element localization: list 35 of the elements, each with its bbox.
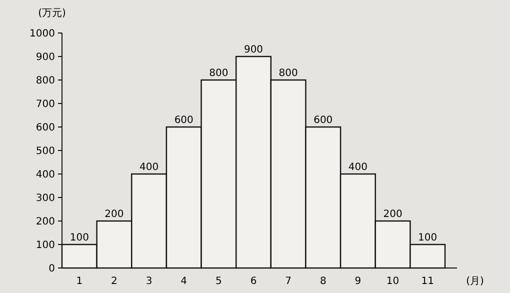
x-tick-label: 5 [215,276,222,287]
data-label: 400 [348,162,368,173]
x-tick-label: 1 [76,276,83,287]
data-label: 600 [314,115,333,126]
y-tick-label: 800 [36,76,55,86]
x-tick-label: 2 [111,276,118,287]
y-tick-label: 600 [36,122,55,134]
x-tick-label: 9 [354,276,362,287]
x-axis-title: (月) [466,276,484,287]
y-tick-label: 500 [36,146,55,157]
data-label: 100 [70,232,89,244]
y-tick-label: 300 [36,193,55,204]
data-label: 100 [418,232,438,244]
x-tick-label: 10 [386,276,400,287]
data-label: 200 [104,209,124,220]
data-label: 200 [383,209,402,220]
y-tick-label: 0 [48,264,55,274]
data-label: 800 [209,68,228,79]
y-tick-label: 400 [36,170,55,180]
data-label: 400 [140,162,159,173]
data-label: 800 [278,68,298,79]
x-tick-label: 8 [320,276,326,287]
y-tick-label: 200 [36,216,55,228]
x-tick-label: 3 [146,276,152,287]
data-label: 600 [174,115,194,126]
y-tick-label: 700 [36,99,55,110]
y-axis-title: (万元) [38,8,66,19]
y-tick-label: 900 [36,52,55,63]
x-tick-label: 6 [250,276,257,287]
y-tick-label: 100 [36,240,55,251]
x-tick-label: 4 [180,276,188,287]
data-label: 900 [244,44,264,56]
x-tick-label: 7 [285,276,292,287]
y-tick-label: 1000 [30,28,55,40]
x-tick-label: 11 [421,276,434,287]
